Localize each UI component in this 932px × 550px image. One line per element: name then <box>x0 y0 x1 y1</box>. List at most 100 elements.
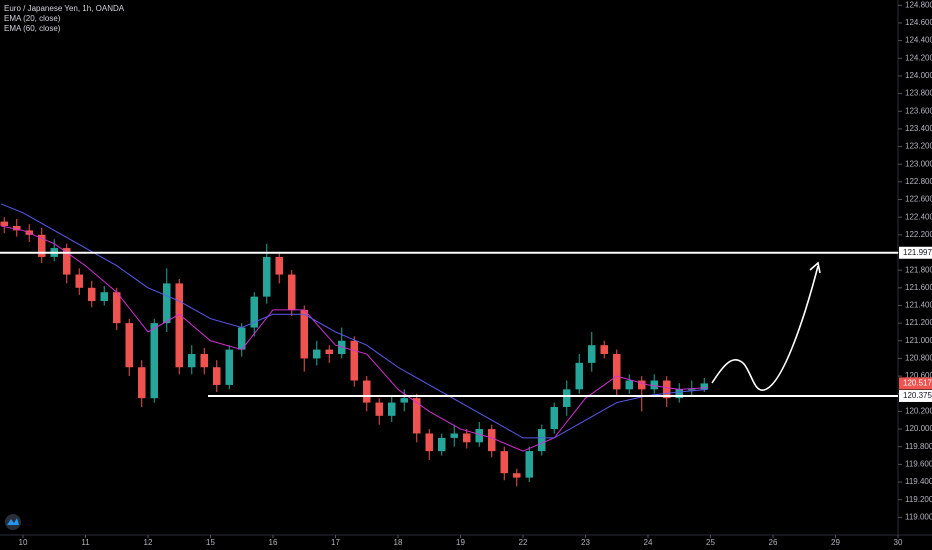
candle-body <box>613 354 621 390</box>
candle-body <box>425 433 433 452</box>
y-tick-label: 119.400 <box>905 477 932 486</box>
y-tick-label: 120.800 <box>905 354 932 363</box>
arrow-head <box>809 261 821 274</box>
candle-body <box>288 274 296 310</box>
candle-body <box>563 389 571 407</box>
y-tick-label: 122.600 <box>905 195 932 204</box>
candle-body <box>688 389 696 391</box>
last-price-label: 120.517 <box>903 379 932 388</box>
indicator-label: EMA (20, close) <box>4 14 61 23</box>
candle-body <box>675 389 683 399</box>
candle-body <box>163 283 171 324</box>
x-tick-label: 17 <box>331 538 340 547</box>
y-tick-label: 121.400 <box>905 301 932 310</box>
candle-body <box>0 221 8 227</box>
candle-body <box>225 349 233 385</box>
y-tick-label: 119.000 <box>905 512 932 521</box>
y-tick-label: 124.200 <box>905 53 932 62</box>
y-tick-label: 124.800 <box>905 0 932 9</box>
price-tag <box>899 389 932 402</box>
candle-body <box>513 473 521 478</box>
candle-body <box>138 367 146 399</box>
candle-body <box>238 327 246 350</box>
x-tick-label: 25 <box>706 538 715 547</box>
x-tick-label: 10 <box>19 538 28 547</box>
candle-body <box>275 256 283 275</box>
candle-body <box>313 349 321 359</box>
y-tick-label: 120.200 <box>905 407 932 416</box>
indicator-label: EMA (60, close) <box>4 24 61 33</box>
candle-body <box>488 429 496 452</box>
candle-body <box>413 398 421 434</box>
y-tick-label: 121.600 <box>905 283 932 292</box>
candle-body <box>38 234 46 257</box>
x-tick-label: 11 <box>81 538 90 547</box>
candle-body <box>188 354 196 368</box>
candle-body <box>450 433 458 438</box>
candle-body <box>400 398 408 403</box>
y-tick-label: 123.600 <box>905 106 932 115</box>
x-tick-label: 16 <box>269 538 278 547</box>
candle-body <box>175 283 183 368</box>
candle-body <box>75 274 83 288</box>
price-tag-label: 121.997 <box>903 248 932 257</box>
candle-body <box>88 287 96 302</box>
projection-arrow <box>711 265 819 391</box>
y-tick-label: 122.200 <box>905 230 932 239</box>
ema-line <box>1 225 708 452</box>
candle-body <box>575 362 583 390</box>
candle-body <box>125 323 133 368</box>
y-tick-label: 121.200 <box>905 318 932 327</box>
candle-body <box>350 340 358 381</box>
price-tag <box>899 246 932 259</box>
candle-body <box>250 296 258 328</box>
y-tick-label: 120.600 <box>905 371 932 380</box>
x-tick-label: 29 <box>831 538 840 547</box>
candle-body <box>363 380 371 403</box>
ema-line <box>0 203 708 439</box>
candle-body <box>625 380 633 390</box>
y-tick-label: 123.000 <box>905 159 932 168</box>
candle-body <box>13 226 21 231</box>
candle-body <box>388 402 396 416</box>
y-tick-label: 122.400 <box>905 212 932 221</box>
candle-body <box>300 309 308 359</box>
candle-body <box>650 380 658 390</box>
candle-body <box>475 429 483 443</box>
candle-body <box>438 437 446 452</box>
candle-body <box>213 367 221 385</box>
chart-title: Euro / Japanese Yen, 1h, OANDA <box>4 4 125 13</box>
x-tick-label: 26 <box>769 538 778 547</box>
candle-body <box>375 402 383 416</box>
y-tick-label: 124.600 <box>905 18 932 27</box>
candle-body <box>200 354 208 368</box>
candle-body <box>538 429 546 452</box>
candle-body <box>638 380 646 390</box>
candle-body <box>113 292 121 324</box>
y-tick-label: 120.000 <box>905 424 932 433</box>
x-tick-label: 19 <box>456 538 465 547</box>
candle-body <box>663 380 671 399</box>
x-tick-label: 15 <box>206 538 215 547</box>
candle-body <box>100 292 108 302</box>
y-tick-label: 119.800 <box>905 442 932 451</box>
y-tick-label: 119.200 <box>905 495 932 504</box>
y-tick-label: 119.600 <box>905 459 932 468</box>
candle-body <box>150 323 158 399</box>
y-tick-label: 123.800 <box>905 89 932 98</box>
candle-body <box>525 451 533 478</box>
candle-body <box>588 345 596 363</box>
candle-body <box>463 433 471 443</box>
x-tick-label: 18 <box>394 538 403 547</box>
candle-body <box>325 349 333 355</box>
candle-body <box>600 345 608 355</box>
y-tick-label: 122.800 <box>905 177 932 186</box>
y-tick-label: 121.800 <box>905 265 932 274</box>
x-tick-label: 24 <box>644 538 653 547</box>
y-tick-label: 124.000 <box>905 71 932 80</box>
candle-body <box>63 248 71 275</box>
candle-body <box>550 406 558 430</box>
plot-area <box>0 203 708 487</box>
